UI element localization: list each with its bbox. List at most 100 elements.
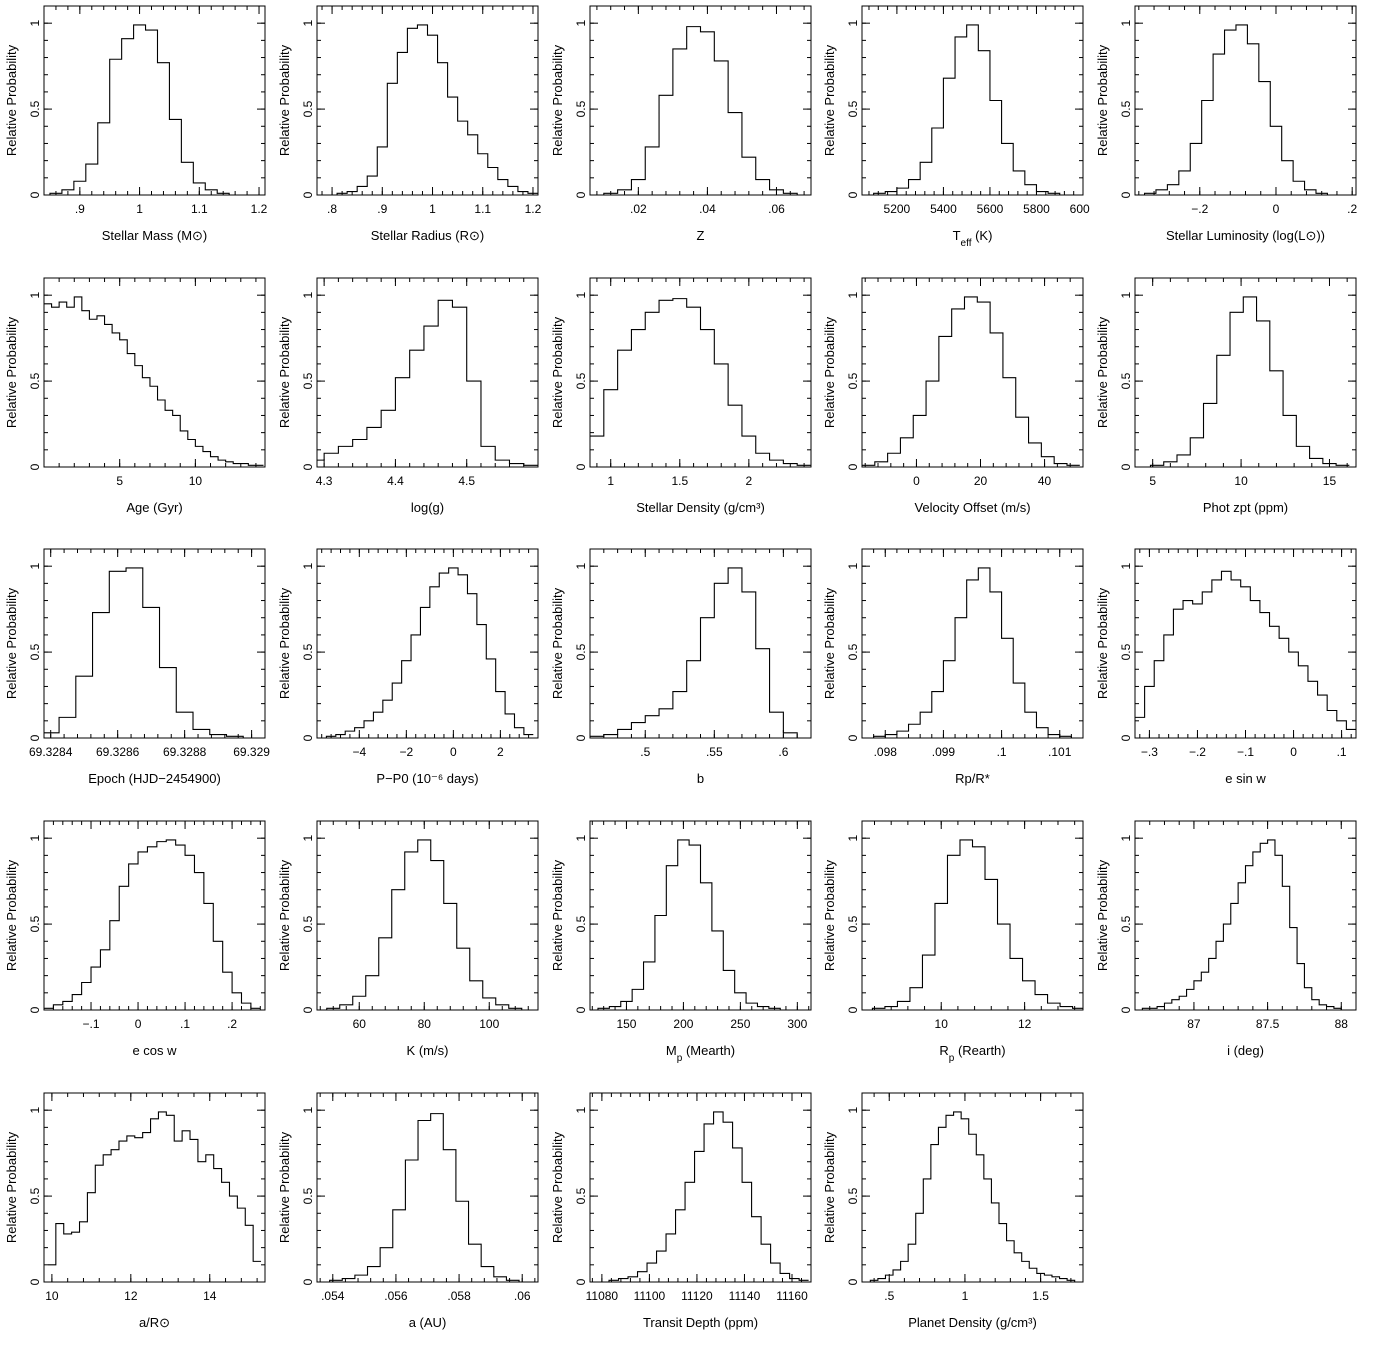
histogram-bar <box>63 1001 72 1010</box>
histogram-bar <box>1296 446 1309 467</box>
histogram-bar <box>1194 981 1201 1010</box>
histogram-bar <box>366 976 379 1010</box>
histogram-bar <box>1270 126 1281 195</box>
histogram-bar <box>742 1182 752 1282</box>
x-tick-label: 11080 <box>586 1289 619 1303</box>
histogram-bar <box>1238 883 1245 1010</box>
histogram-bar <box>87 1193 95 1282</box>
histogram-bar <box>418 1120 431 1282</box>
histogram-bar <box>969 1134 977 1282</box>
histogram-bar <box>392 890 405 1010</box>
histogram-bar <box>673 692 687 738</box>
y-axis-label: Relative Probability <box>1095 587 1110 699</box>
histogram-bar <box>52 307 60 467</box>
y-tick-label: 1 <box>1119 20 1133 27</box>
x-tick-label: 250 <box>730 1017 750 1031</box>
x-tick-label: −2 <box>399 745 413 759</box>
histogram-svg: 1 1.5 2 0 0.5 1 Relative Probability Stellar De… <box>550 277 812 515</box>
histogram-bar <box>91 967 100 1010</box>
histogram-bar <box>449 568 458 738</box>
histogram-step-line <box>317 1113 532 1283</box>
histogram-step-line <box>1135 570 1356 730</box>
histogram-bar <box>494 1277 507 1282</box>
histogram-bar <box>98 123 110 195</box>
histogram-bar <box>1202 592 1212 738</box>
histogram-bars <box>50 25 229 195</box>
histogram-bar <box>631 723 645 738</box>
histogram-bar <box>1275 855 1282 1010</box>
y-axis-label: Relative Probability <box>550 316 565 428</box>
histogram-bar <box>486 659 495 738</box>
histogram-bar <box>752 1217 762 1282</box>
histogram-bar <box>443 1150 456 1282</box>
x-tick-label: 4.5 <box>458 474 475 488</box>
histogram-bar <box>659 300 673 467</box>
y-tick-label: 0.5 <box>301 372 315 389</box>
x-tick-label: 60 <box>353 1017 367 1031</box>
x-tick-label: .2 <box>227 1017 237 1031</box>
histogram-bar <box>112 333 120 467</box>
histogram-bar <box>190 1139 198 1282</box>
x-axis-label: Phot zpt (ppm) <box>1203 500 1288 515</box>
histogram-bar <box>604 390 618 467</box>
x-tick-label: .058 <box>447 1289 471 1303</box>
histogram-bar <box>1293 181 1304 195</box>
histogram-bars <box>1150 297 1349 467</box>
plot-frame <box>316 1092 539 1283</box>
histogram-bar <box>431 861 444 1010</box>
histogram-bar <box>431 1114 444 1282</box>
x-axis-label: Z <box>697 228 705 243</box>
histogram-bars <box>590 568 797 738</box>
x-tick-label: 5400 <box>930 202 957 216</box>
x-tick-label: 1 <box>136 202 143 216</box>
x-tick-label: 10 <box>1234 474 1248 488</box>
histogram-svg: 11080 11100 11120 11140 11160 0 0.5 1 Relative P… <box>550 1092 812 1330</box>
y-tick-label: 1 <box>574 835 588 842</box>
x-tick-label: 80 <box>418 1017 432 1031</box>
histogram-bar <box>194 873 203 1010</box>
histogram-svg: .8 .9 1 1.1 1.2 0 0.5 1 Relative Probability Stel… <box>277 5 542 243</box>
x-tick-label: 5800 <box>1023 202 1050 216</box>
histogram-bar <box>990 592 1002 738</box>
histogram-bar <box>76 676 93 738</box>
x-tick-label: .099 <box>932 745 956 759</box>
x-axis-label: i (deg) <box>1227 1043 1264 1058</box>
y-tick-label: 0.5 <box>846 915 860 932</box>
x-tick-label: 4.4 <box>387 474 404 488</box>
histogram-bar <box>44 733 59 738</box>
x-tick-label: 150 <box>616 1017 636 1031</box>
histogram-bar <box>166 840 175 1010</box>
x-tick-label: 10 <box>935 1017 949 1031</box>
histogram-bar <box>714 1112 724 1282</box>
histogram-bar <box>723 970 734 1010</box>
histogram-bar <box>923 1179 931 1282</box>
x-tick-label: 10 <box>189 474 203 488</box>
histogram-panel: 10 12 0 0.5 1 Relative Probability Rp (Rearth) <box>818 815 1090 1083</box>
histogram-bar <box>188 440 196 467</box>
x-tick-label: 300 <box>787 1017 807 1031</box>
plot-frame <box>316 277 539 468</box>
histogram-bar <box>977 302 990 467</box>
y-tick-label: 1 <box>28 292 42 299</box>
plot-frame <box>861 820 1084 1011</box>
y-axis-label: Relative Probability <box>277 587 292 699</box>
histogram-bar <box>488 168 498 195</box>
x-tick-label: −.1 <box>1237 745 1254 759</box>
histogram-step-line <box>317 299 538 466</box>
plot-frame <box>1134 820 1357 1011</box>
histogram-bar <box>947 855 960 1010</box>
histogram-step-line <box>862 24 1083 196</box>
histogram-bar <box>618 350 632 467</box>
histogram-bar <box>129 864 138 1010</box>
histogram-panel: −.2 0 .2 0 0.5 1 Relative Probability Stellar L… <box>1091 0 1363 268</box>
x-tick-label: 2 <box>746 474 753 488</box>
y-tick-label: 0 <box>301 191 315 198</box>
histogram-bar <box>467 594 476 738</box>
y-tick-label: 0 <box>574 734 588 741</box>
histogram-bar <box>135 366 143 467</box>
plot-frame <box>1134 548 1357 739</box>
histogram-bar <box>355 1275 368 1282</box>
histogram-bar <box>245 1225 253 1282</box>
histogram-bar <box>147 847 156 1010</box>
